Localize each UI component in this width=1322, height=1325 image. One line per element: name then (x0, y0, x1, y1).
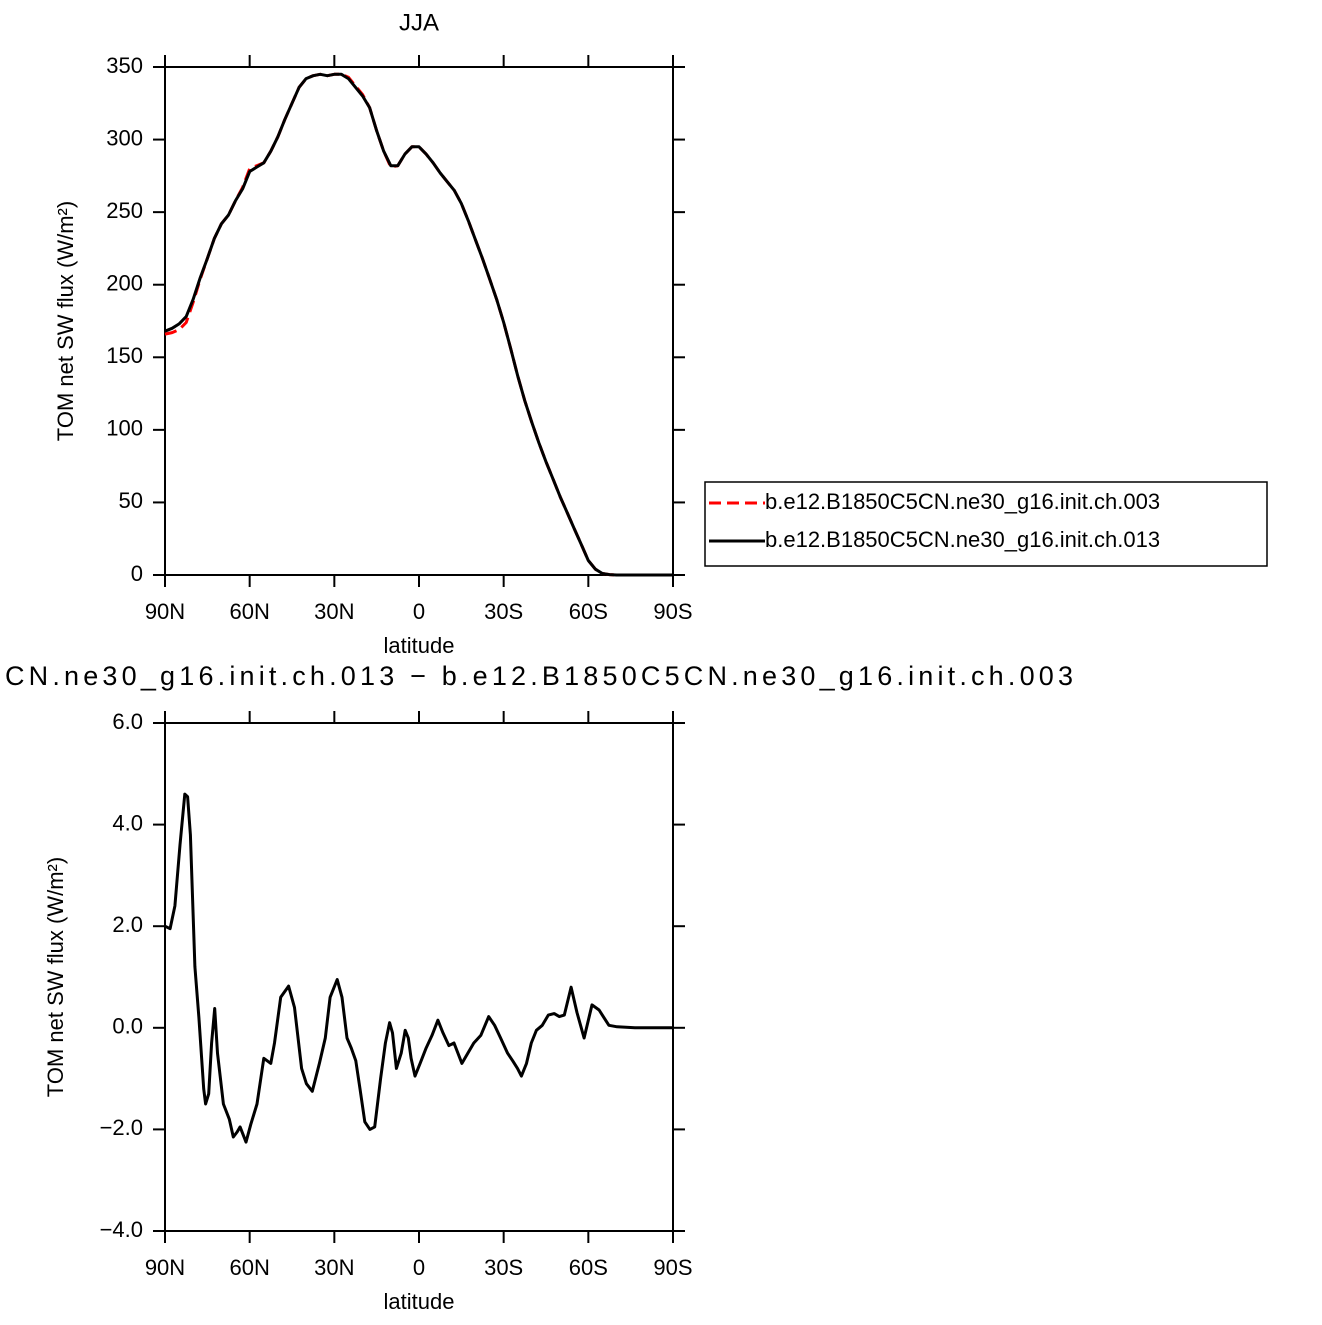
legend-box (704, 481, 1268, 567)
x-tick-label: 90N (145, 599, 185, 624)
x-tick-label: 0 (413, 599, 425, 624)
x-tick-label: 0 (413, 1255, 425, 1280)
y-tick-label: 150 (106, 343, 143, 368)
y-tick-label: 350 (106, 53, 143, 78)
y-tick-label: 50 (119, 488, 143, 513)
data-line (164, 792, 673, 1144)
x-tick-label: 60N (229, 599, 269, 624)
y-tick-label: 200 (106, 271, 143, 296)
y-tick-label: 2.0 (112, 912, 143, 937)
legend-label: b.e12.B1850C5CN.ne30_g16.init.ch.013 (765, 527, 1160, 552)
legend-label: b.e12.B1850C5CN.ne30_g16.init.ch.003 (765, 489, 1160, 514)
y-tick-label: 4.0 (112, 810, 143, 835)
x-tick-label: 60S (569, 599, 608, 624)
data-line (164, 72, 673, 577)
chart-title: CN.ne30_g16.init.ch.013 − b.e12.B1850C5C… (5, 661, 1073, 691)
plot-frame (164, 66, 674, 576)
x-tick-label: 30N (314, 599, 354, 624)
y-tick-label: −4.0 (100, 1217, 143, 1242)
x-tick-label: 30S (484, 599, 523, 624)
y-tick-label: 300 (106, 125, 143, 150)
x-tick-label: 90N (145, 1255, 185, 1280)
data-line (164, 72, 673, 577)
x-axis-label: latitude (384, 1289, 455, 1314)
y-tick-label: −2.0 (100, 1115, 143, 1140)
y-tick-label: 0.0 (112, 1014, 143, 1039)
y-axis-label: TOM net SW flux (W/m²) (43, 857, 68, 1097)
y-tick-label: 100 (106, 416, 143, 441)
x-tick-label: 60N (229, 1255, 269, 1280)
chart-title: JJA (399, 9, 439, 36)
y-tick-label: 6.0 (112, 709, 143, 734)
y-tick-label: 0 (131, 561, 143, 586)
y-axis-label: TOM net SW flux (W/m²) (53, 201, 78, 441)
x-tick-label: 30S (484, 1255, 523, 1280)
plot-frame (164, 722, 674, 1232)
x-tick-label: 90S (653, 599, 692, 624)
x-tick-label: 90S (653, 1255, 692, 1280)
y-tick-label: 250 (106, 198, 143, 223)
x-axis-label: latitude (384, 633, 455, 658)
x-tick-label: 60S (569, 1255, 608, 1280)
x-tick-label: 30N (314, 1255, 354, 1280)
